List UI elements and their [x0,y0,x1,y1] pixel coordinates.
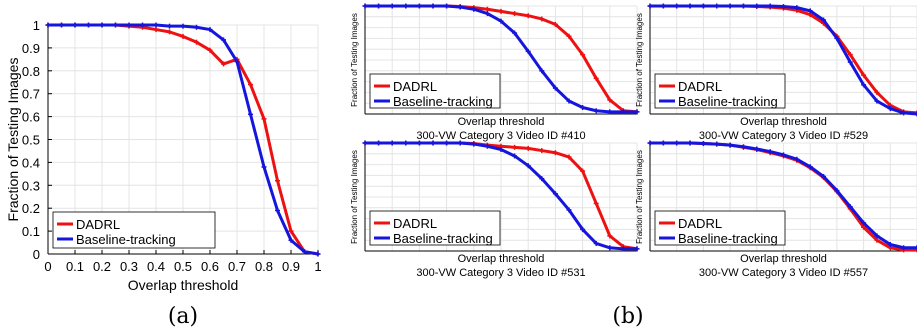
legend-label: Baseline-tracking [393,231,493,246]
y-axis-label: Fraction of Testing Images [635,13,644,107]
chart-1: Overlap threshold Fraction of Testing Ima… [350,3,640,142]
legend-label: Baseline-tracking [393,94,493,109]
y-tick-label: 0.4 [22,155,40,170]
caption-a: (a) [168,304,198,329]
y-tick-label: 0.8 [22,64,40,79]
y-axis-label: Fraction of Testing Images [5,58,21,222]
x-axis-label: Overlap threshold [740,116,827,128]
legend-box [52,211,216,249]
x-tick-label: 0.8 [255,259,273,274]
legend-label: Baseline-tracking [678,94,778,109]
x-axis-label: Overlap threshold [740,253,827,265]
y-axis-label: Fraction of Testing Images [350,150,359,244]
chart-title: 300-VW Category 3 Video ID #557 [699,267,868,279]
x-tick-label: 0.1 [66,259,84,274]
x-tick-label: 0.4 [147,259,165,274]
chart-title: 300-VW Category 3 Video ID #531 [416,267,585,279]
x-tick-label: 0.2 [93,259,111,274]
legend-label: DADRL [678,79,722,94]
y-tick-label: 0.3 [22,178,40,193]
x-tick-label: 0 [44,259,51,274]
y-tick-label: 0.2 [22,201,40,216]
x-axis-label: Overlap threshold [458,253,545,265]
caption-b: (b) [612,304,643,329]
y-axis-label: Fraction of Testing Images [635,150,644,244]
x-tick-label: 0.9 [282,259,300,274]
y-tick-label: 0.5 [22,133,40,148]
x-tick-label: 1 [314,259,321,274]
legend-label: DADRL [393,79,437,94]
y-tick-label: 0.9 [22,41,40,56]
chart-0: 0 0.1 0.2 0.3 0.4 0.5 0.6 0.7 0.8 0.9 1 0 0.1 0.2 0.3 0… [5,18,322,293]
legend-label: Baseline-tracking [76,232,176,247]
legend-label: DADRL [393,216,437,231]
x-tick-label: 0.3 [120,259,138,274]
x-axis-label: Overlap threshold [128,277,239,293]
y-tick-label: 0 [33,247,40,262]
legend-box [369,210,501,246]
chart-2: Overlap threshold Fraction of Testing Ima… [635,3,917,142]
chart-title: 300-VW Category 3 Video ID #529 [699,130,868,142]
legend-box [369,73,501,109]
x-tick-label: 0.6 [201,259,219,274]
y-axis-label: Fraction of Testing Images [350,13,359,107]
chart-title: 300-VW Category 3 Video ID #410 [416,130,585,142]
legend-label: DADRL [678,216,722,231]
y-tick-label: 1 [33,18,40,33]
x-tick-label: 0.5 [174,259,192,274]
legend-box [654,73,786,109]
y-tick-label: 0.6 [22,110,40,125]
legend-box [654,210,786,246]
y-tick-label: 0.7 [22,87,40,102]
legend-label: DADRL [76,217,120,232]
x-axis-label: Overlap threshold [458,116,545,128]
y-tick-label: 0.1 [22,224,40,239]
chart-3: Overlap threshold Fraction of Testing Ima… [350,140,640,279]
legend-label: Baseline-tracking [678,231,778,246]
chart-4: Overlap threshold Fraction of Testing Ima… [635,140,917,279]
x-tick-label: 0.7 [228,259,246,274]
